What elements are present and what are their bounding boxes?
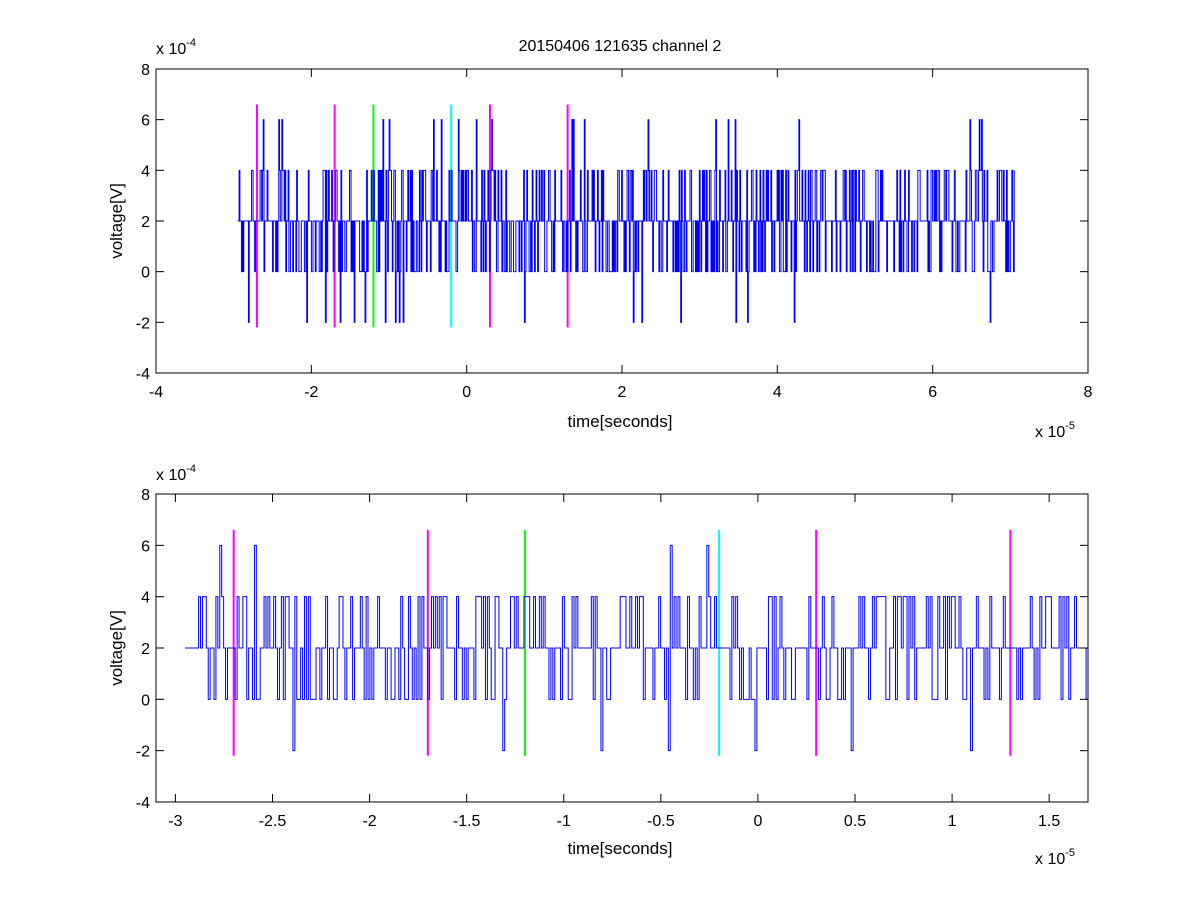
x-tick-label-bottom: -3: [168, 813, 182, 830]
y-tick-label-bottom: -2: [136, 744, 150, 761]
x-tick-label-bottom: -1.5: [453, 813, 481, 830]
x-tick-label-top: 0: [462, 384, 471, 401]
x-tick-label-bottom: 0: [753, 813, 762, 830]
x-ticks-bottom: -3 -2.5 -2 -1.5 -1 -0.5 0 0.5 1 1.5: [168, 494, 1060, 830]
trigger-markers-bottom: [232, 529, 1012, 756]
plot-frame-bottom: [155, 493, 1089, 803]
y-ticks-top: -4 -2 0 2 4 6 8: [136, 62, 1088, 383]
figure-title: 20150406 121635 channel 2: [519, 38, 722, 55]
y-tick-label-bottom: 2: [141, 641, 150, 658]
x-tick-label-bottom: -2.5: [259, 813, 287, 830]
y-tick-label-top: -4: [136, 366, 150, 383]
x-tick-label-top: 4: [773, 384, 782, 401]
subplot-bottom: -3 -2.5 -2 -1.5 -1 -0.5 0 0.5 1 1.5 -4 -2 0 2 4 6 8 tim…: [107, 463, 1089, 868]
voltage-signal-line: [237, 119, 1015, 323]
x-ticks-top: -4 -2 0 2 4 6 8: [149, 69, 1093, 401]
y-axis-label-top: voltage[V]: [107, 183, 126, 259]
y-tick-label-bottom: 8: [141, 487, 150, 504]
x-axis-label-bottom: time[seconds]: [568, 839, 673, 858]
x-tick-label-top: 2: [618, 384, 627, 401]
x-tick-label-top: -2: [304, 384, 318, 401]
y-axis-label-bottom: voltage[V]: [107, 610, 126, 686]
x-tick-label-bottom: 1: [948, 813, 957, 830]
y-tick-label-bottom: 4: [141, 590, 150, 607]
signal-trace-top: [237, 119, 1015, 323]
x-exponent-bottom: x 10-5: [1035, 847, 1075, 868]
x-tick-label-bottom: 1.5: [1038, 813, 1060, 830]
y-tick-label-top: 8: [141, 62, 150, 79]
x-tick-label-top: 8: [1084, 384, 1093, 401]
y-tick-label-bottom: 0: [141, 692, 150, 709]
y-exponent-top: x 10-4: [156, 37, 196, 58]
y-tick-label-top: 6: [141, 113, 150, 130]
x-tick-label-bottom: -1: [557, 813, 571, 830]
x-exponent-top: x 10-5: [1035, 420, 1075, 441]
y-tick-label-bottom: -4: [136, 795, 150, 812]
x-axis-label-top: time[seconds]: [568, 412, 673, 431]
x-tick-label-bottom: -0.5: [647, 813, 675, 830]
y-tick-label-top: 4: [141, 163, 150, 180]
x-tick-label-top: 6: [928, 384, 937, 401]
signal-trace-bottom: [185, 544, 1088, 752]
x-tick-label-top: -4: [149, 384, 163, 401]
y-tick-label-top: -2: [136, 315, 150, 332]
y-exponent-bottom: x 10-4: [156, 463, 196, 484]
x-tick-label-bottom: 0.5: [844, 813, 866, 830]
y-tick-label-top: 0: [141, 265, 150, 282]
y-tick-label-bottom: 6: [141, 538, 150, 555]
subplot-top: -4 -2 0 2 4 6 8 -4 -2 0 2 4 6 8 time[seconds] voltag…: [107, 37, 1093, 441]
x-tick-label-bottom: -2: [362, 813, 376, 830]
y-tick-label-top: 2: [141, 214, 150, 231]
voltage-signal-line: [185, 544, 1088, 752]
y-ticks-bottom: -4 -2 0 2 4 6 8: [136, 487, 1088, 812]
